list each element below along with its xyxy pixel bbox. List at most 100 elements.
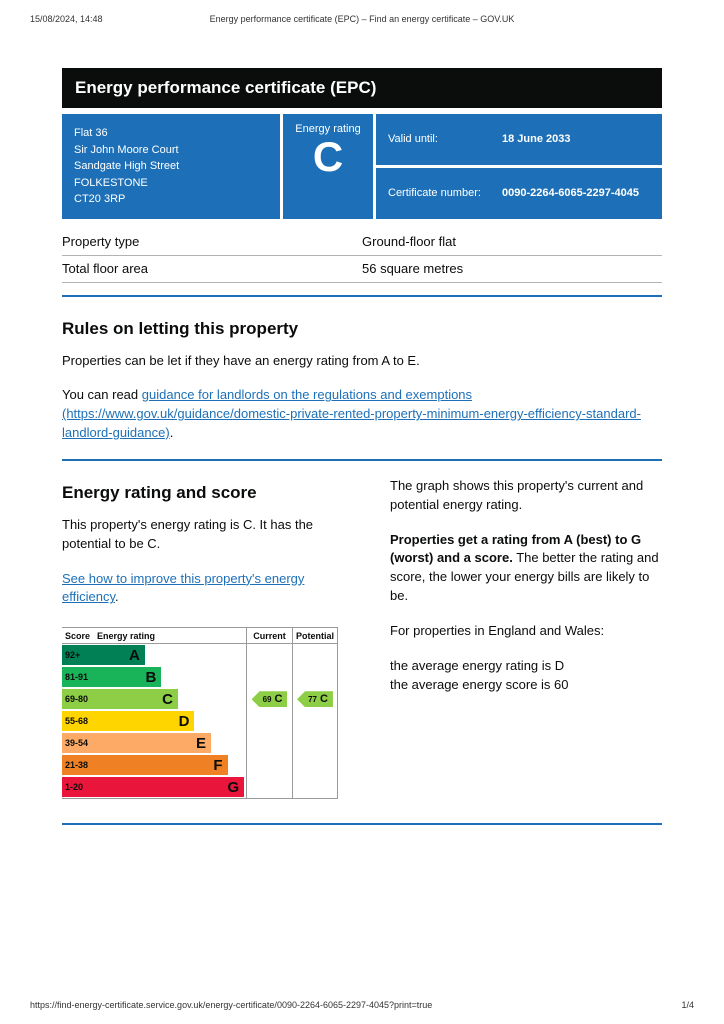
print-timestamp: 15/08/2024, 14:48 <box>30 14 103 24</box>
band-score-range: 39-54 <box>65 738 89 749</box>
letting-rules-intro: Properties can be let if they have an en… <box>62 352 420 368</box>
property-address: Flat 36 Sir John Moore Court Sandgate Hi… <box>62 114 280 219</box>
chart-band-row: 92+ A <box>62 644 338 667</box>
floor-area-value: 56 square metres <box>362 260 464 276</box>
energy-rating-letter: C <box>312 133 344 180</box>
section-divider <box>62 294 662 297</box>
current-cell <box>246 754 292 777</box>
rating-section-heading: Energy rating and score <box>62 482 257 502</box>
graph-intro-text: The graph shows this property's current … <box>390 477 644 512</box>
section-divider <box>62 823 662 826</box>
potential-cell: 77 C <box>292 688 338 711</box>
property-type-value: Ground-floor flat <box>362 233 456 249</box>
print-url: https://find-energy-certificate.service.… <box>30 1000 433 1010</box>
rating-band-b: 81-91 B <box>62 667 162 688</box>
landlord-guidance-link[interactable]: guidance for landlords on the regulation… <box>62 387 641 441</box>
rating-band-e: 39-54 E <box>62 733 212 754</box>
improve-paragraph: See how to improve this property's energ… <box>62 570 362 608</box>
current-cell: 69 C <box>246 688 292 711</box>
energy-rating-section: Energy rating and score This property's … <box>62 461 662 800</box>
chart-band-row: 55-68 D <box>62 710 338 733</box>
chart-header-row: Score Energy rating Current Potential <box>62 628 338 645</box>
average-rating-line: the average energy rating is D <box>390 657 565 673</box>
explanation-bold: Properties get a rating from A (best) to… <box>390 531 642 566</box>
average-score-line: the average energy score is 60 <box>390 676 569 692</box>
current-cell <box>246 644 292 667</box>
table-row: Total floor area 56 square metres <box>62 256 662 283</box>
rating-explanation-text: Properties get a rating from A (best) to… <box>390 531 662 606</box>
band-letter: F <box>213 756 223 774</box>
improve-link-suffix: . <box>115 589 119 605</box>
current-rating-pointer: 69 C <box>251 691 288 708</box>
address-line: FOLKESTONE <box>74 176 148 189</box>
energy-rating-label: Energy rating <box>295 123 361 135</box>
chart-header-rating: Energy rating <box>97 630 156 641</box>
potential-cell <box>292 776 338 799</box>
address-line: Flat 36 <box>74 127 108 139</box>
property-type-label: Property type <box>62 233 140 249</box>
print-page-indicator: 1/4 <box>681 1000 694 1010</box>
potential-cell <box>292 732 338 755</box>
section-divider <box>62 458 662 461</box>
chart-header-score: Score <box>65 630 91 641</box>
property-details-table: Property type Ground-floor flat Total fl… <box>62 229 662 283</box>
certificate-page: Energy performance certificate (EPC) Fla… <box>62 68 662 826</box>
current-cell <box>246 710 292 733</box>
chart-header-potential: Potential <box>292 628 338 644</box>
rating-summary-text: This property's energy rating is C. It h… <box>62 516 314 551</box>
floor-area-label: Total floor area <box>62 260 148 276</box>
band-letter: A <box>128 646 140 664</box>
rating-band-c: 69-80 C <box>62 689 178 710</box>
band-score-range: 81-91 <box>65 672 89 683</box>
band-score-range: 1-20 <box>65 782 84 793</box>
current-cell <box>246 732 292 755</box>
certificate-summary: Flat 36 Sir John Moore Court Sandgate Hi… <box>62 114 662 219</box>
table-row: Property type Ground-floor flat <box>62 229 662 256</box>
print-document-title: Energy performance certificate (EPC) – F… <box>209 14 515 24</box>
address-line: CT20 3RP <box>74 193 126 205</box>
chart-band-row: 69-80 C 69 C 77 C <box>62 688 338 711</box>
address-line: Sandgate High Street <box>74 160 180 172</box>
address-line: Sir John Moore Court <box>74 143 179 156</box>
valid-until-value: 18 June 2033 <box>502 133 571 146</box>
rating-right-column: The graph shows this property's current … <box>390 461 662 799</box>
certificate-number-row: Certificate number: 0090-2264-6065-2297-… <box>376 167 662 219</box>
current-cell <box>246 666 292 689</box>
guidance-suffix: . <box>169 425 174 441</box>
certificate-number-label: Certificate number: <box>388 187 481 200</box>
band-letter: C <box>162 690 173 708</box>
letting-rules-heading: Rules on letting this property <box>62 318 299 338</box>
chart-band-row: 81-91 B <box>62 666 338 689</box>
certificate-number-value: 0090-2264-6065-2297-4045 <box>502 187 640 200</box>
letting-rules-section: Rules on letting this property Propertie… <box>62 319 662 443</box>
browser-print-footer: https://find-energy-certificate.service.… <box>30 1000 694 1010</box>
chart-header-current: Current <box>246 628 292 644</box>
potential-cell <box>292 644 338 667</box>
energy-rating-box: Energy rating C <box>283 114 373 219</box>
letting-guidance-paragraph: You can read guidance for landlords on t… <box>62 386 662 443</box>
potential-cell <box>292 666 338 689</box>
valid-until-row: Valid until: 18 June 2033 <box>376 114 662 165</box>
explanation-rest: The better the rating and score, the low… <box>390 550 659 604</box>
national-averages: the average energy rating is D the averag… <box>390 657 662 695</box>
valid-until-label: Valid until: <box>388 133 438 146</box>
potential-cell <box>292 754 338 777</box>
band-score-range: 21-38 <box>65 760 89 771</box>
guidance-prefix: You can read <box>62 387 142 403</box>
energy-rating-chart: Score Energy rating Current Potential 92+ A 81… <box>62 627 338 800</box>
certificate-banner: Energy performance certificate (EPC) <box>62 68 662 108</box>
england-wales-intro: For properties in England and Wales: <box>390 622 605 638</box>
chart-band-row: 39-54 E <box>62 732 338 755</box>
chart-band-row: 21-38 F <box>62 754 338 777</box>
rating-band-a: 92+ A <box>62 645 145 666</box>
chart-band-row: 1-20 G <box>62 776 338 799</box>
band-letter: E <box>196 734 207 752</box>
rating-left-column: Energy rating and score This property's … <box>62 461 362 800</box>
current-cell <box>246 776 292 799</box>
rating-band-f: 21-38 F <box>62 755 228 776</box>
band-score-range: 92+ <box>65 650 81 661</box>
improve-efficiency-link[interactable]: See how to improve this property's energ… <box>62 570 305 605</box>
band-letter: D <box>178 712 190 730</box>
certificate-meta: Valid until: 18 June 2033 Certificate nu… <box>376 114 662 219</box>
potential-rating-pointer: 77 C <box>297 691 333 708</box>
